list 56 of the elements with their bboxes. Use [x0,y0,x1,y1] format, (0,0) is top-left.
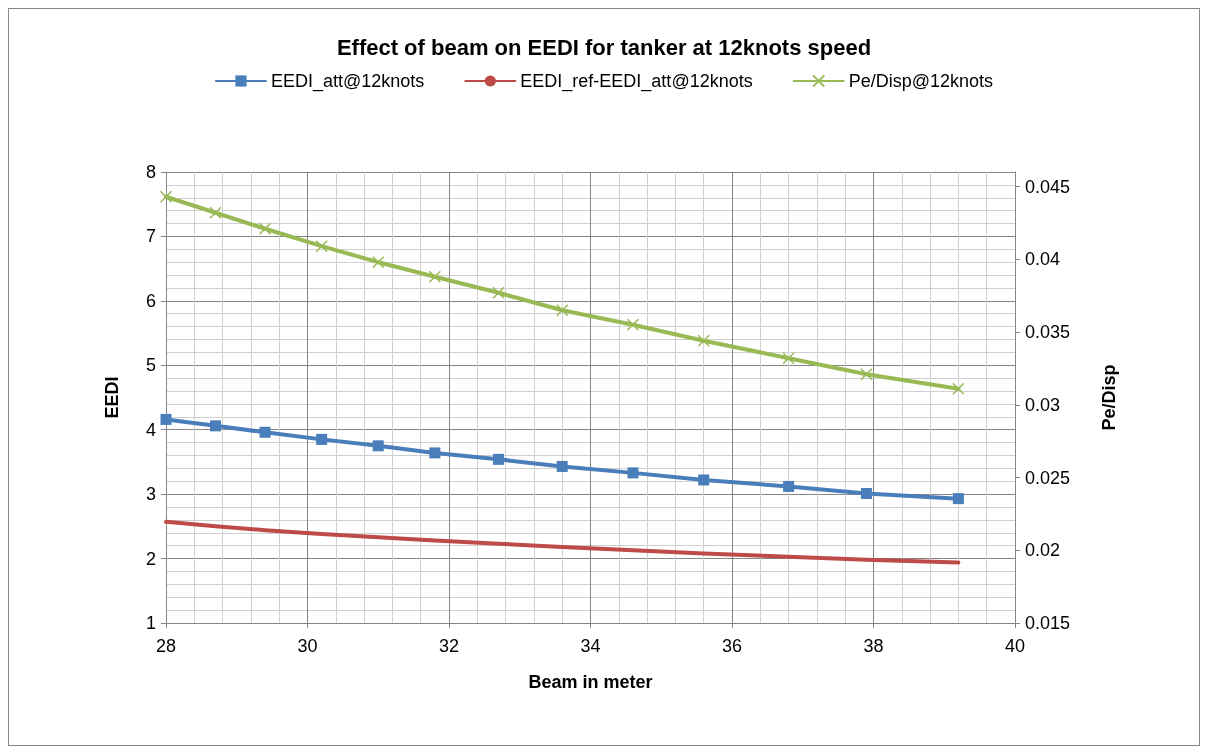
y-tick-label: 7 [145,226,156,247]
y-axis-title: EEDI [102,376,122,419]
x-tick-label: 30 [297,636,318,656]
point [555,303,569,317]
point [698,474,710,486]
point [259,426,271,438]
x-tick-label: 36 [721,636,743,656]
y-tick-label: 6 [145,290,156,311]
point [209,206,222,219]
legend-label: EEDI_ref-EEDI_att@12knots [520,71,753,92]
point [783,480,795,492]
point [159,190,173,203]
y2-tick-label: 0.02 [1025,540,1061,561]
point [210,420,222,432]
x-tick-label: 28 [155,636,177,656]
x-axis-title: Beam in meter [528,672,653,692]
y-tick-label: 3 [145,484,156,505]
y2-tick-label: 0.03 [1025,394,1061,415]
x-tick-label: 40 [1004,636,1026,656]
x-tick-label: 32 [438,636,460,656]
point [428,270,442,283]
point [626,318,640,332]
y-tick-label: 1 [145,613,156,633]
y-tick-label: 2 [145,548,156,569]
y2-tick-label: 0.04 [1025,249,1061,270]
point [697,334,710,348]
y2-tick-label: 0.025 [1025,467,1071,488]
point [782,351,795,365]
point [160,413,172,425]
point [315,239,328,253]
x-tick-label: 34 [580,636,601,656]
legend-label: EEDI_att@12knots [270,71,425,92]
point [860,367,873,381]
point [372,255,385,269]
y2-tick-label: 0.015 [1025,613,1071,633]
point [556,460,568,472]
y2-tick-label: 0.045 [1025,176,1071,197]
y2-tick-label: 0.035 [1025,322,1071,343]
point [493,453,505,465]
point [952,382,965,396]
point [258,222,272,235]
point [429,447,441,459]
y-tick-label: 5 [145,355,156,376]
point [316,433,328,445]
x-tick-label: 38 [863,636,884,656]
chart-title: Effect of beam on EEDI for tanker at 12knots speed [336,34,872,60]
y-tick-label: 4 [145,419,156,440]
y-tick-label: 8 [145,162,156,182]
line-series [164,519,961,565]
point [860,488,872,499]
legend-label: Pe/Disp@12knots [848,71,994,91]
y2-axis-title: Pe/Disp [1099,364,1119,431]
point [372,440,384,452]
point [627,467,639,479]
point [952,493,964,505]
point [492,286,505,299]
